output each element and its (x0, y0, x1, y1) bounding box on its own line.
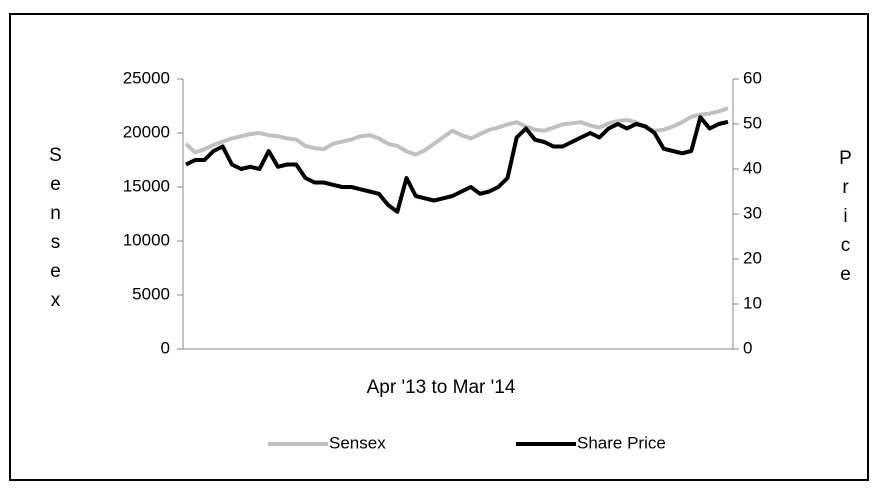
y-tick-label: 25000 (123, 68, 170, 87)
y2-tick-label: 0 (743, 338, 752, 357)
y2-tick-label: 60 (743, 68, 762, 87)
y-axis-label: Sensex (45, 145, 66, 319)
y-tick-label: 10000 (123, 230, 170, 249)
y2-tick-label: 40 (743, 158, 762, 177)
y2-axis-label: Price (835, 148, 856, 293)
y2-tick-label: 20 (743, 248, 762, 267)
y-tick-label: 5000 (132, 284, 170, 303)
y2-tick-label: 10 (743, 293, 762, 312)
frame (9, 13, 869, 481)
legend-label: Sensex (329, 433, 386, 452)
legend-label: Share Price (577, 433, 666, 452)
y-tick-label: 15000 (123, 176, 170, 195)
series-line (185, 115, 729, 214)
y-tick-label: 0 (161, 338, 170, 357)
y2-tick-label: 30 (743, 203, 762, 222)
x-axis-label: Apr '13 to Mar '14 (367, 377, 516, 398)
y2-tick-label: 50 (743, 113, 762, 132)
y-tick-label: 20000 (123, 122, 170, 141)
